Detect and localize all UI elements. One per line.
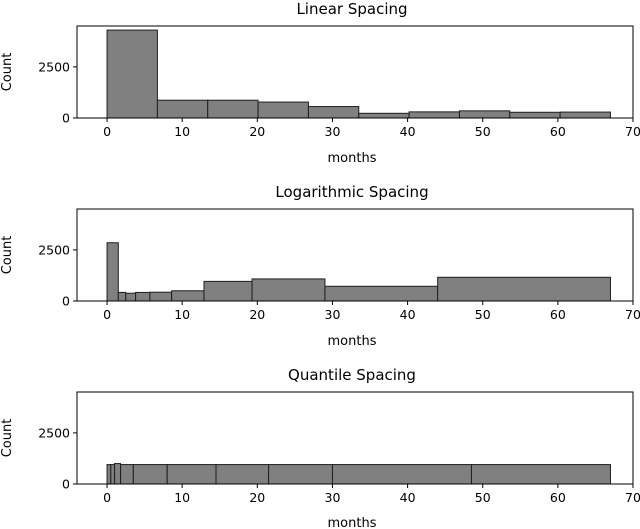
histogram-bar	[559, 111, 611, 119]
x-ticks: 0 10 20 30 40 50 60 70	[103, 118, 640, 139]
histogram-bar	[324, 285, 439, 302]
plot-frame	[76, 25, 634, 119]
histogram-bar	[215, 464, 270, 485]
histogram-bar	[156, 99, 209, 119]
x-tick-label: 60	[550, 307, 566, 322]
x-ticks: 0 10 20 30 40 50 60 70	[103, 484, 640, 505]
histogram-bar	[135, 291, 151, 302]
histogram-bar	[509, 111, 561, 119]
bars	[106, 242, 611, 302]
histogram-bar	[106, 464, 112, 485]
y-tick-label: 2500	[38, 59, 70, 74]
x-tick-label: 30	[325, 490, 341, 505]
histogram-bar	[132, 464, 168, 485]
y-tick-label: 0	[62, 294, 70, 309]
x-tick-label: 50	[475, 124, 491, 139]
quantile-spacing-panel: Quantile Spacing 0 10 20 30 40 50 60 70 0 2500 m…	[0, 366, 640, 529]
y-tick-label: 0	[62, 477, 70, 492]
histogram-bar	[408, 111, 460, 119]
y-axis-label: Count	[0, 53, 15, 92]
x-tick-label: 60	[550, 490, 566, 505]
histogram-bar	[106, 242, 119, 302]
histogram-bar	[106, 29, 158, 119]
x-axis-label: months	[328, 516, 377, 529]
x-axis-label: months	[328, 334, 377, 349]
histogram-bar	[171, 290, 205, 302]
x-tick-label: 0	[103, 307, 111, 322]
histogram-bar	[268, 464, 333, 485]
histogram-bar	[307, 106, 360, 119]
logarithmic-spacing-panel: Logarithmic Spacing 0 10 20 30 40 50 60 70 0 250…	[0, 183, 640, 349]
histogram-bar	[257, 101, 309, 119]
x-tick-label: 70	[625, 124, 640, 139]
x-tick-label: 70	[625, 307, 640, 322]
histogram-bar	[120, 464, 134, 485]
histogram-bar	[149, 291, 173, 302]
panel-title: Quantile Spacing	[288, 366, 416, 384]
x-tick-label: 50	[475, 490, 491, 505]
x-tick-label: 0	[103, 124, 111, 139]
histogram-bar	[207, 99, 259, 119]
y-tick-label: 2500	[38, 242, 70, 257]
x-tick-label: 30	[325, 307, 341, 322]
x-tick-label: 10	[174, 307, 190, 322]
y-axis-label: Count	[0, 419, 15, 458]
x-tick-label: 30	[325, 124, 341, 139]
y-axis-label: Count	[0, 236, 15, 275]
x-tick-label: 20	[249, 490, 265, 505]
x-tick-label: 10	[174, 124, 190, 139]
y-tick-label: 2500	[38, 425, 70, 440]
histogram-bar	[110, 464, 116, 485]
bars	[106, 463, 611, 485]
histogram-bar	[470, 464, 611, 485]
x-tick-label: 60	[550, 124, 566, 139]
x-ticks: 0 10 20 30 40 50 60 70	[103, 301, 640, 322]
x-tick-label: 40	[400, 307, 416, 322]
x-tick-label: 20	[249, 124, 265, 139]
y-tick-label: 0	[62, 111, 70, 126]
x-tick-label: 40	[400, 490, 416, 505]
y-ticks: 0 2500	[38, 425, 77, 492]
histogram-bar	[458, 110, 511, 119]
panel-title: Logarithmic Spacing	[275, 183, 428, 201]
histogram-bar	[358, 112, 410, 119]
histogram-bar	[437, 276, 611, 302]
histogram-bar	[251, 278, 326, 302]
histogram-bar	[166, 464, 217, 485]
x-tick-label: 50	[475, 307, 491, 322]
x-axis-label: months	[328, 151, 377, 166]
y-ticks: 0 2500	[38, 242, 77, 309]
x-tick-label: 70	[625, 490, 640, 505]
y-ticks: 0 2500	[38, 59, 77, 126]
histogram-bar	[114, 463, 122, 485]
bars	[106, 29, 611, 119]
x-tick-label: 40	[400, 124, 416, 139]
histogram-bar	[331, 464, 472, 485]
x-tick-label: 20	[249, 307, 265, 322]
plot-frame	[76, 391, 634, 485]
panel-title: Linear Spacing	[296, 0, 407, 18]
histogram-bar	[125, 292, 137, 302]
x-tick-label: 10	[174, 490, 190, 505]
x-tick-label: 0	[103, 490, 111, 505]
linear-spacing-panel: Linear Spacing 0 10 20 30 40 50 60 70 0 2500 mon…	[0, 0, 640, 166]
histogram-bar	[203, 280, 253, 302]
histogram-bar	[117, 291, 127, 302]
plot-frame	[76, 208, 634, 302]
